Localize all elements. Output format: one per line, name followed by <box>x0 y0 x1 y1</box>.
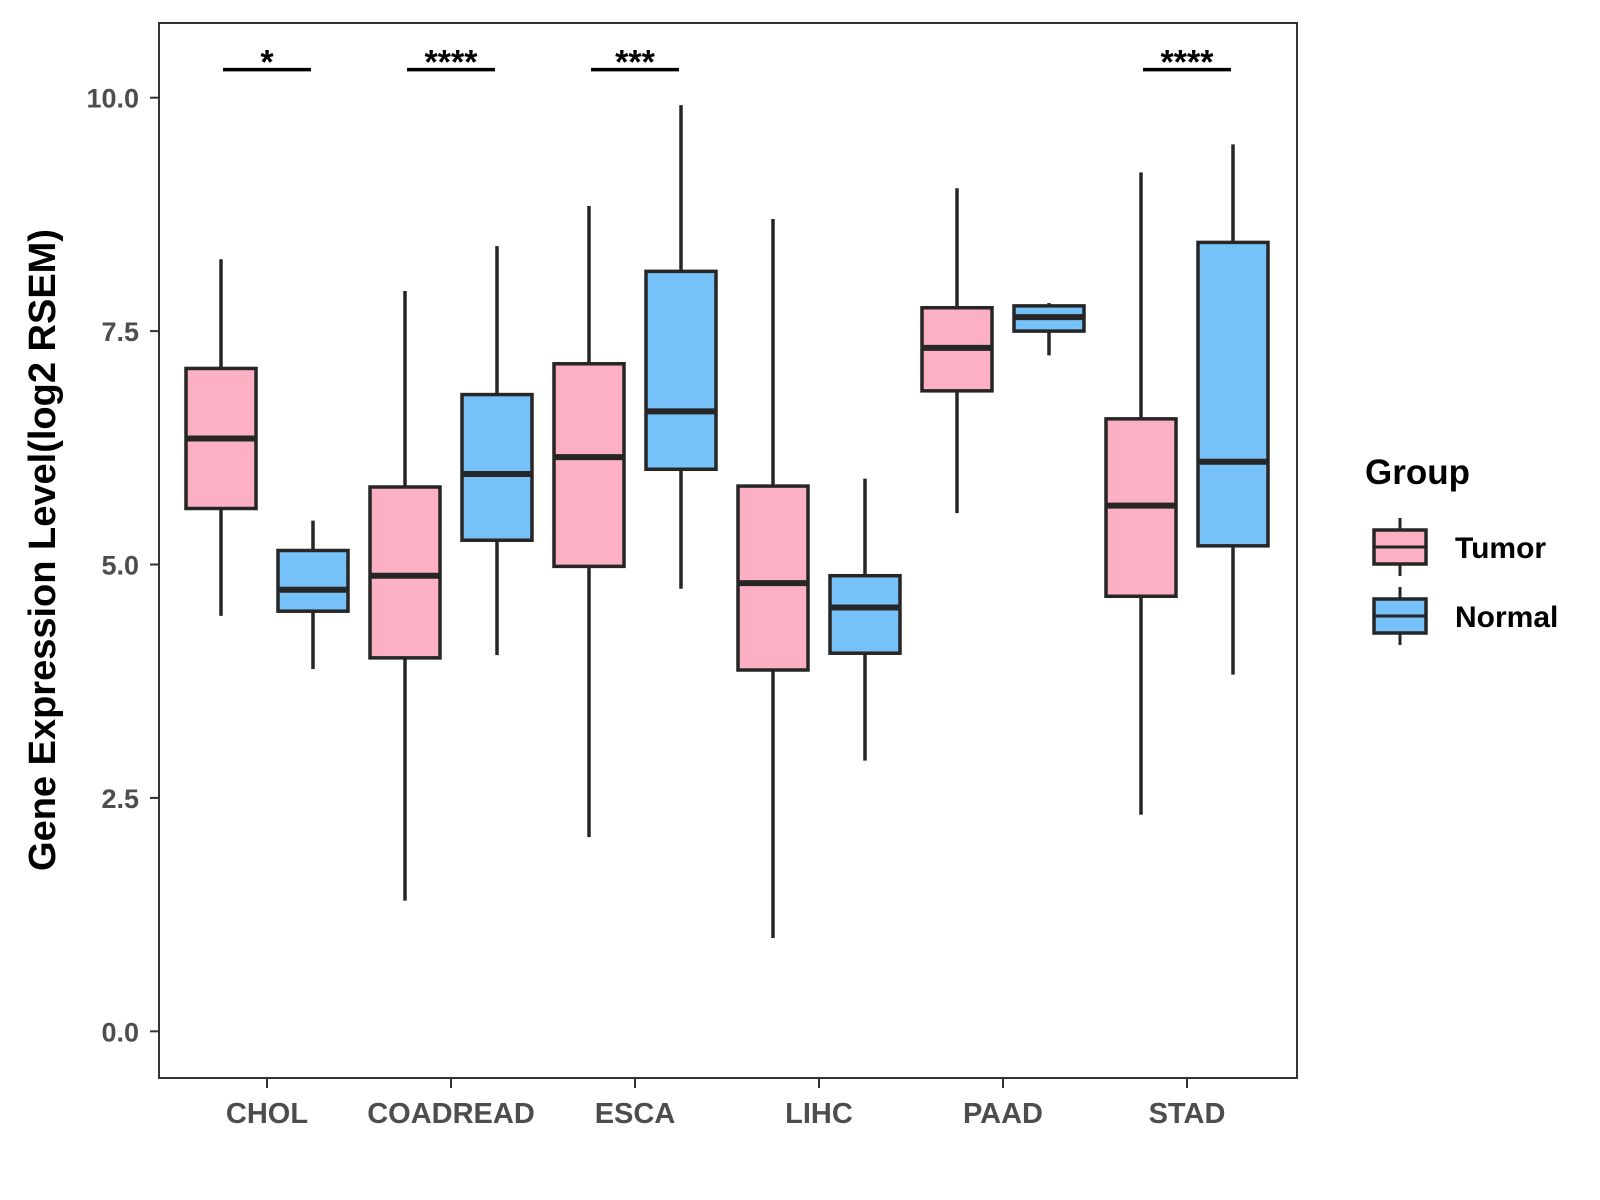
x-tick-label: PAAD <box>963 1098 1043 1130</box>
significance-label: **** <box>425 44 479 82</box>
x-axis: CHOL COADREAD ESCA LIHC PAAD STAD <box>226 1078 1225 1130</box>
box-body <box>368 485 442 660</box>
x-tick-label: LIHC <box>785 1098 853 1130</box>
legend-label: Tumor <box>1455 532 1546 565</box>
box-tumor-coadread <box>368 290 442 901</box>
box-tumor-esca <box>552 205 626 838</box>
box-tumor-stad <box>1104 172 1178 815</box>
significance-layer: * **** *** **** <box>223 44 1231 82</box>
y-tick-label: 2.5 <box>101 784 139 814</box>
y-axis: 0.0 2.5 5.0 7.5 10.0 <box>86 84 159 1047</box>
box-normal-stad <box>1196 144 1270 675</box>
y-tick-label: 0.0 <box>101 1017 139 1047</box>
box-normal-coadread <box>460 246 534 656</box>
box-body <box>1196 240 1270 548</box>
box-normal-chol <box>276 520 350 670</box>
box-tumor-paad <box>920 188 994 514</box>
box-normal-esca <box>644 105 718 589</box>
x-tick-label: ESCA <box>595 1098 676 1130</box>
x-tick-label: CHOL <box>226 1098 308 1130</box>
y-tick-label: 10.0 <box>86 84 139 114</box>
box-body <box>460 392 534 542</box>
box-body <box>736 484 810 672</box>
box-body <box>276 548 350 613</box>
x-tick-label: STAD <box>1149 1098 1226 1130</box>
box-body <box>828 573 902 655</box>
legend-title: Group <box>1365 453 1470 492</box>
y-axis-title: Gene Expression Level(log2 RSEM) <box>22 229 64 871</box>
box-tumor-chol <box>184 259 258 616</box>
legend-item-normal: Normal <box>1372 587 1558 645</box>
legend-item-tumor: Tumor <box>1372 518 1546 576</box>
legend: Group Tumor Normal <box>1365 453 1558 645</box>
significance-label: **** <box>1161 44 1215 82</box>
box-body <box>644 269 718 472</box>
significance-label: * <box>260 44 274 82</box>
x-tick-label: COADREAD <box>367 1098 535 1130</box>
box-tumor-lihc <box>736 219 810 938</box>
box-layer <box>184 105 1270 938</box>
legend-label: Normal <box>1455 601 1558 634</box>
box-normal-lihc <box>828 478 902 761</box>
box-normal-paad <box>1012 303 1086 356</box>
box-body <box>552 362 626 569</box>
significance-label: *** <box>615 44 655 82</box>
y-tick-label: 7.5 <box>101 317 139 347</box>
y-tick-label: 5.0 <box>101 551 139 581</box>
